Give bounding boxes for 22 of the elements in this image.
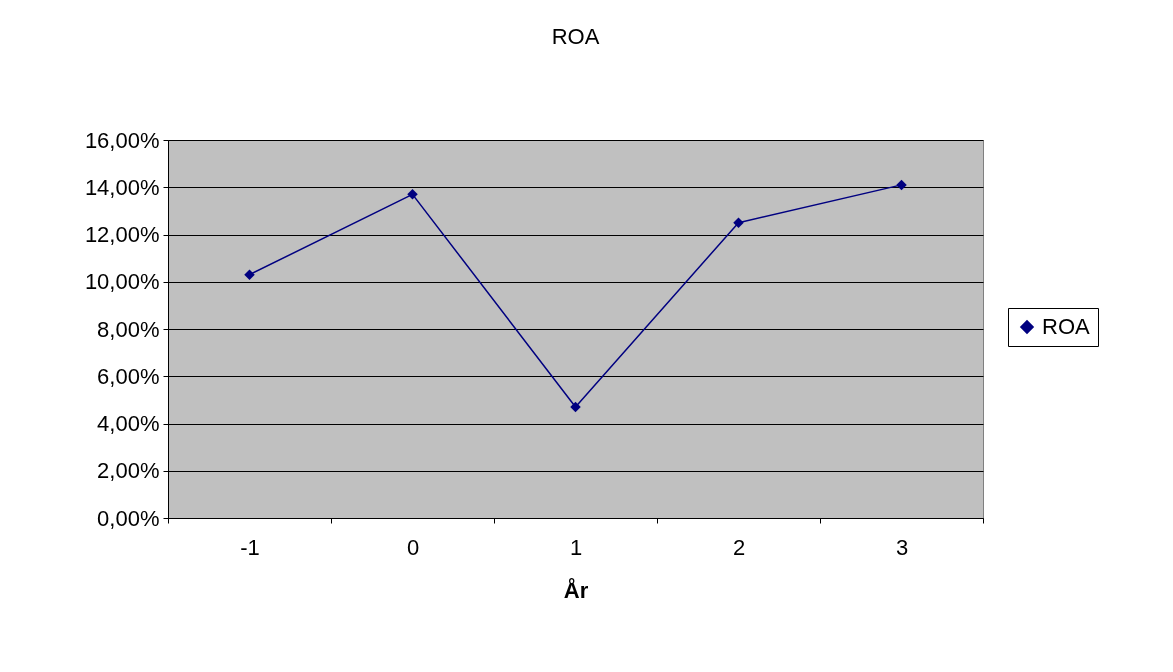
- point: [244, 269, 255, 280]
- y-tick-label: 6,00%: [97, 363, 160, 389]
- y-tick-label: 10,00%: [84, 269, 160, 295]
- y-tick-label: 14,00%: [84, 174, 160, 200]
- x-tick-label: -1: [240, 534, 260, 560]
- y-tick-label: 12,00%: [84, 222, 160, 247]
- chart-title: ROA: [551, 24, 600, 49]
- y-tick-label: 8,00%: [97, 316, 160, 342]
- y-tick-label: 0,00%: [97, 505, 160, 531]
- legend-label: ROA: [1042, 314, 1090, 339]
- y-tick-label: 4,00%: [97, 411, 160, 436]
- x-axis-title: År: [563, 576, 589, 603]
- point: [407, 189, 418, 200]
- x-tick-label: 2: [732, 534, 746, 560]
- y-tick-label: 2,00%: [97, 458, 160, 484]
- point: [570, 401, 581, 413]
- x-tick-label: 3: [895, 534, 909, 560]
- point: [733, 217, 744, 228]
- y-tick-label: 16,00%: [84, 127, 160, 153]
- point: [896, 179, 907, 191]
- x-tick-label: 0: [406, 534, 420, 560]
- x-tick-label: 1: [569, 534, 583, 560]
